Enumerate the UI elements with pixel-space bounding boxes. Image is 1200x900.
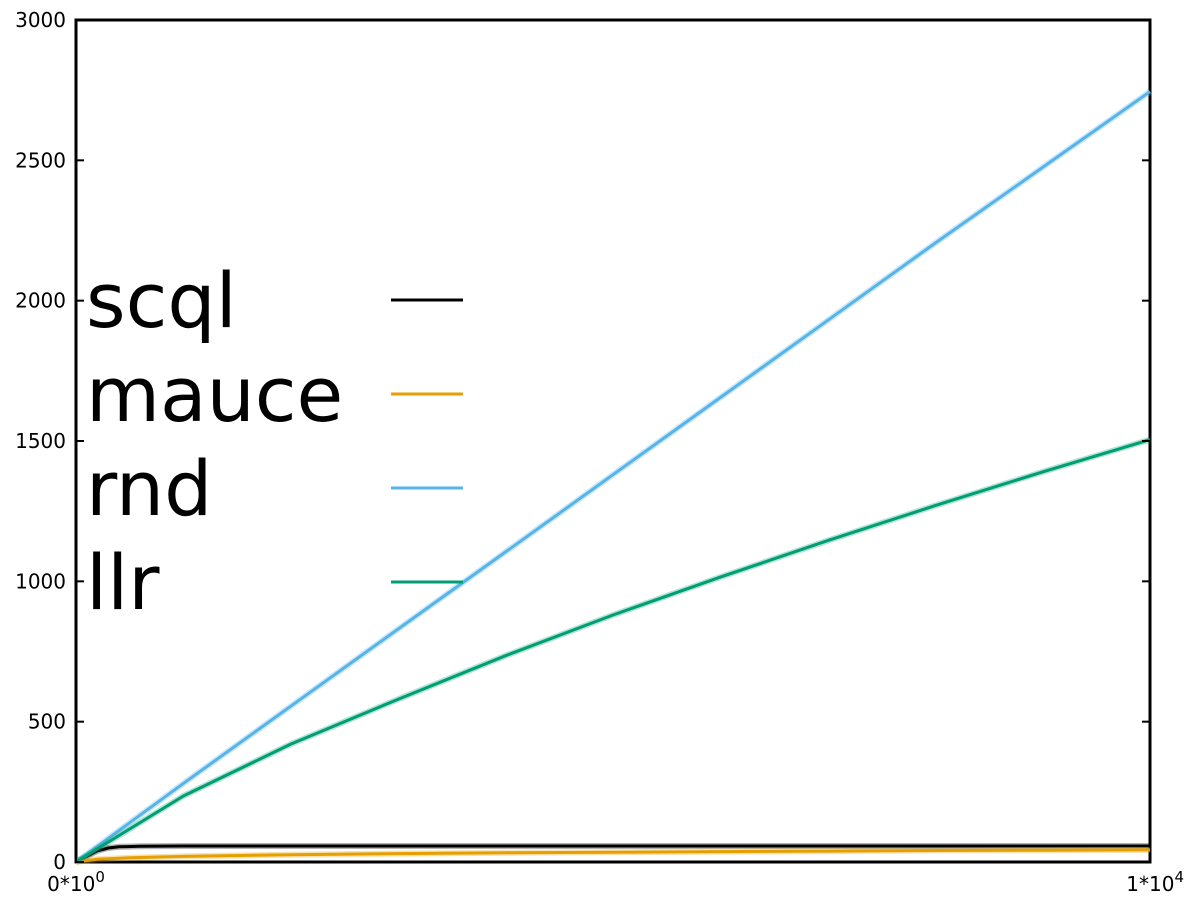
series-layer: [74, 89, 1152, 865]
series-line-llr: [75, 438, 1151, 864]
y-tick-label: 3000: [15, 8, 66, 32]
series-line-rnd: [75, 90, 1151, 864]
series-line-mauce: [75, 848, 1151, 864]
x-tick-label: 0*100: [47, 868, 105, 896]
y-tick-label: 500: [28, 710, 66, 734]
plot-area-frame: [74, 18, 1152, 864]
legend-label-rnd: rnd: [86, 444, 212, 533]
series-line-scql: [75, 844, 1150, 864]
y-tick-label: 2500: [15, 148, 66, 172]
legend-label-mauce: mauce: [86, 350, 343, 439]
tick-layer: 0 500 1000 1500 2000 2500 3000 0*100 1*104: [15, 8, 1184, 896]
y-tick-label: 2000: [15, 289, 66, 313]
y-tick-label: 1000: [15, 569, 66, 593]
x-tick-label: 1*104: [1126, 868, 1184, 896]
y-tick-label: 1500: [15, 429, 66, 453]
y-tick-label: 0: [53, 850, 66, 874]
legend-label-scql: scql: [86, 256, 237, 345]
legend-label-llr: llr: [86, 538, 160, 627]
